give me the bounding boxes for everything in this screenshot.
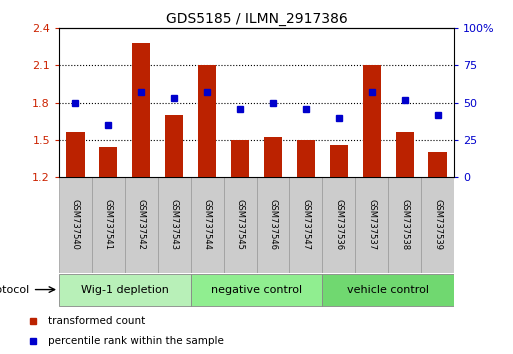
Bar bbox=[59, 274, 191, 306]
Title: GDS5185 / ILMN_2917386: GDS5185 / ILMN_2917386 bbox=[166, 12, 347, 26]
Bar bbox=[355, 177, 388, 273]
Bar bbox=[363, 65, 381, 177]
Text: GSM737546: GSM737546 bbox=[268, 199, 278, 250]
Bar bbox=[396, 132, 413, 177]
Bar bbox=[231, 140, 249, 177]
Text: GSM737536: GSM737536 bbox=[334, 199, 343, 250]
Bar bbox=[330, 145, 348, 177]
Bar bbox=[191, 274, 322, 306]
Text: GSM737539: GSM737539 bbox=[433, 199, 442, 250]
Text: GSM737538: GSM737538 bbox=[400, 199, 409, 250]
Bar bbox=[322, 177, 355, 273]
Bar bbox=[289, 177, 322, 273]
Text: GSM737543: GSM737543 bbox=[170, 199, 179, 250]
Bar bbox=[132, 43, 150, 177]
Bar bbox=[428, 152, 447, 177]
Text: GSM737540: GSM737540 bbox=[71, 199, 80, 250]
Text: percentile rank within the sample: percentile rank within the sample bbox=[48, 336, 224, 346]
Bar bbox=[66, 132, 85, 177]
Bar bbox=[421, 177, 454, 273]
Text: vehicle control: vehicle control bbox=[347, 285, 429, 295]
Text: GSM737544: GSM737544 bbox=[203, 199, 212, 250]
Text: GSM737545: GSM737545 bbox=[235, 199, 245, 250]
Bar bbox=[256, 177, 289, 273]
Bar bbox=[165, 115, 183, 177]
Bar bbox=[100, 147, 117, 177]
Text: negative control: negative control bbox=[211, 285, 302, 295]
Bar bbox=[198, 65, 216, 177]
Text: GSM737537: GSM737537 bbox=[367, 199, 376, 250]
Text: protocol: protocol bbox=[0, 285, 29, 295]
Text: GSM737547: GSM737547 bbox=[301, 199, 310, 250]
Bar bbox=[92, 177, 125, 273]
Text: GSM737541: GSM737541 bbox=[104, 199, 113, 250]
Text: GSM737542: GSM737542 bbox=[137, 199, 146, 250]
Text: transformed count: transformed count bbox=[48, 316, 145, 326]
Bar bbox=[322, 274, 454, 306]
Bar bbox=[59, 177, 92, 273]
Bar bbox=[297, 140, 315, 177]
Bar bbox=[224, 177, 256, 273]
Text: Wig-1 depletion: Wig-1 depletion bbox=[81, 285, 169, 295]
Bar bbox=[388, 177, 421, 273]
Bar bbox=[191, 177, 224, 273]
Bar bbox=[158, 177, 191, 273]
Bar bbox=[264, 137, 282, 177]
Bar bbox=[125, 177, 158, 273]
